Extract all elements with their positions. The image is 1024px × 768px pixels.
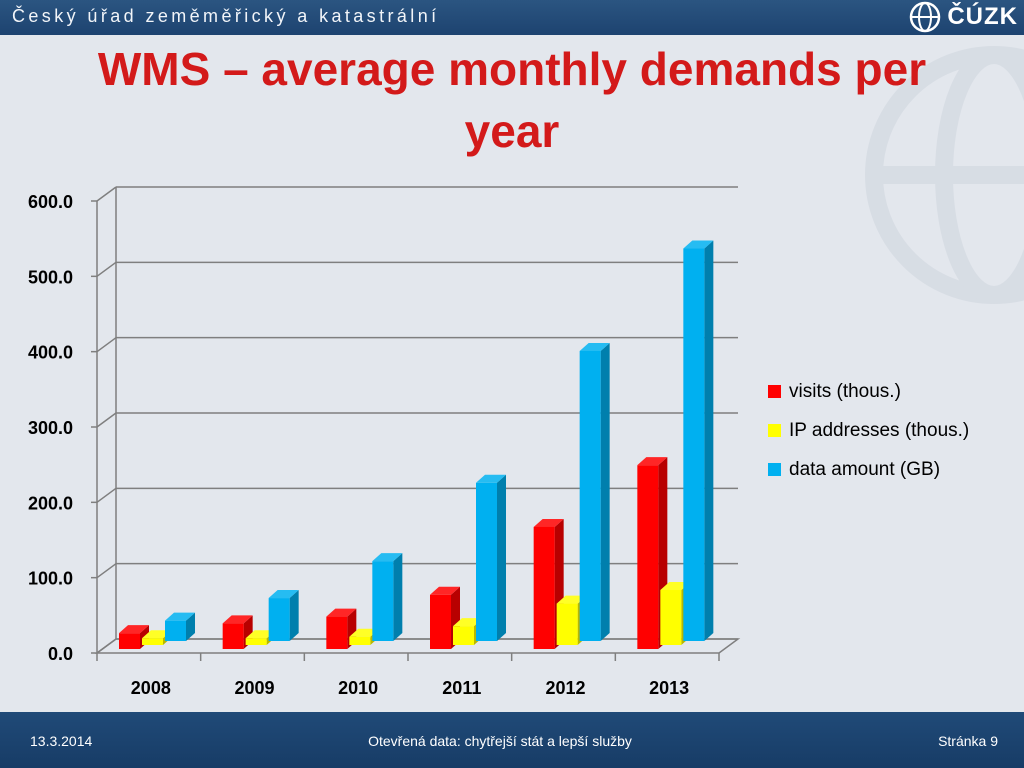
gridline-side bbox=[96, 563, 117, 579]
bar bbox=[533, 526, 555, 649]
bar-top bbox=[268, 590, 299, 599]
bar bbox=[119, 633, 140, 649]
gridline-side bbox=[96, 337, 117, 353]
x-tick-label: 2013 bbox=[649, 678, 689, 698]
bar-top bbox=[660, 582, 691, 591]
bar bbox=[637, 465, 659, 649]
bar bbox=[372, 561, 394, 641]
bar bbox=[476, 482, 497, 641]
bar-top bbox=[372, 553, 403, 562]
globe-icon bbox=[910, 1, 941, 33]
footer-bar: 13.3.2014 Otevřená data: chytřejší stát … bbox=[0, 712, 1024, 768]
bar bbox=[245, 638, 267, 645]
bar bbox=[268, 598, 290, 641]
cuzk-logo: ČÚZK bbox=[909, 1, 1018, 33]
header-bar: Český úřad zeměměřický a katastrální ČÚZ… bbox=[0, 0, 1024, 35]
bar bbox=[222, 623, 244, 649]
background-globe-decoration bbox=[865, 46, 1024, 304]
bar-top bbox=[476, 474, 506, 483]
bar-top bbox=[683, 240, 714, 249]
bar-top bbox=[453, 618, 483, 627]
bar-top bbox=[222, 615, 253, 624]
bar bbox=[430, 594, 451, 649]
footer-center-text: Otevřená data: chytřejší stát a lepší sl… bbox=[368, 733, 632, 749]
bar bbox=[142, 638, 163, 645]
gridline-side bbox=[96, 412, 117, 428]
bar-side bbox=[497, 474, 506, 641]
bar-side bbox=[704, 240, 714, 641]
bar-top bbox=[637, 457, 668, 466]
bar bbox=[453, 626, 474, 645]
bar-chart: 0.0 100.0 200.0 300.0 400.0 500.0 600.0 2008 200… bbox=[28, 186, 969, 698]
y-tick-label: 600.0 bbox=[28, 192, 73, 212]
bar-side bbox=[289, 590, 299, 641]
bar bbox=[349, 636, 371, 645]
bar-top bbox=[556, 595, 587, 604]
y-tick-label: 200.0 bbox=[28, 493, 73, 513]
y-tick-label: 0.0 bbox=[48, 644, 73, 664]
bar bbox=[683, 248, 705, 641]
legend-label: IP addresses (thous.) bbox=[789, 420, 969, 441]
bar bbox=[579, 350, 601, 641]
page-number: Stránka 9 bbox=[938, 733, 998, 749]
legend-label: data amount (GB) bbox=[789, 459, 940, 480]
bar-top bbox=[165, 612, 195, 621]
x-tick-label: 2011 bbox=[442, 678, 481, 698]
bar-top bbox=[430, 586, 460, 595]
x-tick-label: 2010 bbox=[338, 678, 378, 698]
bar-side bbox=[393, 553, 403, 641]
bar bbox=[326, 616, 348, 649]
gridline-side bbox=[96, 186, 117, 202]
bar-top bbox=[579, 342, 610, 351]
legend-swatch bbox=[768, 385, 781, 398]
bar-side bbox=[600, 342, 610, 641]
bar-side bbox=[186, 612, 195, 641]
bar-top bbox=[533, 518, 564, 527]
bar-top bbox=[142, 630, 172, 639]
bar bbox=[165, 620, 186, 641]
gridline-side bbox=[96, 487, 117, 503]
x-tick-label: 2012 bbox=[545, 678, 585, 698]
bar-top bbox=[245, 630, 276, 639]
gridline-side bbox=[96, 261, 117, 277]
x-tick-label: 2009 bbox=[234, 678, 274, 698]
legend-swatch bbox=[768, 424, 781, 437]
y-tick-label: 400.0 bbox=[28, 343, 73, 363]
slide-title: WMS – average monthly demands per year bbox=[97, 43, 927, 157]
legend-label: visits (thous.) bbox=[789, 381, 901, 402]
logo-text: ČÚZK bbox=[947, 3, 1018, 30]
legend-swatch bbox=[768, 463, 781, 476]
y-tick-label: 300.0 bbox=[28, 418, 73, 438]
y-tick-label: 500.0 bbox=[28, 267, 73, 287]
bar-top bbox=[349, 628, 380, 637]
footer-date: 13.3.2014 bbox=[30, 733, 93, 749]
bar-top bbox=[119, 625, 149, 634]
x-tick-label: 2008 bbox=[131, 678, 171, 698]
bar bbox=[660, 590, 682, 645]
organization-name: Český úřad zeměměřický a katastrální bbox=[12, 6, 440, 26]
y-tick-label: 100.0 bbox=[28, 569, 73, 589]
bar bbox=[556, 603, 578, 645]
bar-top bbox=[326, 608, 357, 617]
